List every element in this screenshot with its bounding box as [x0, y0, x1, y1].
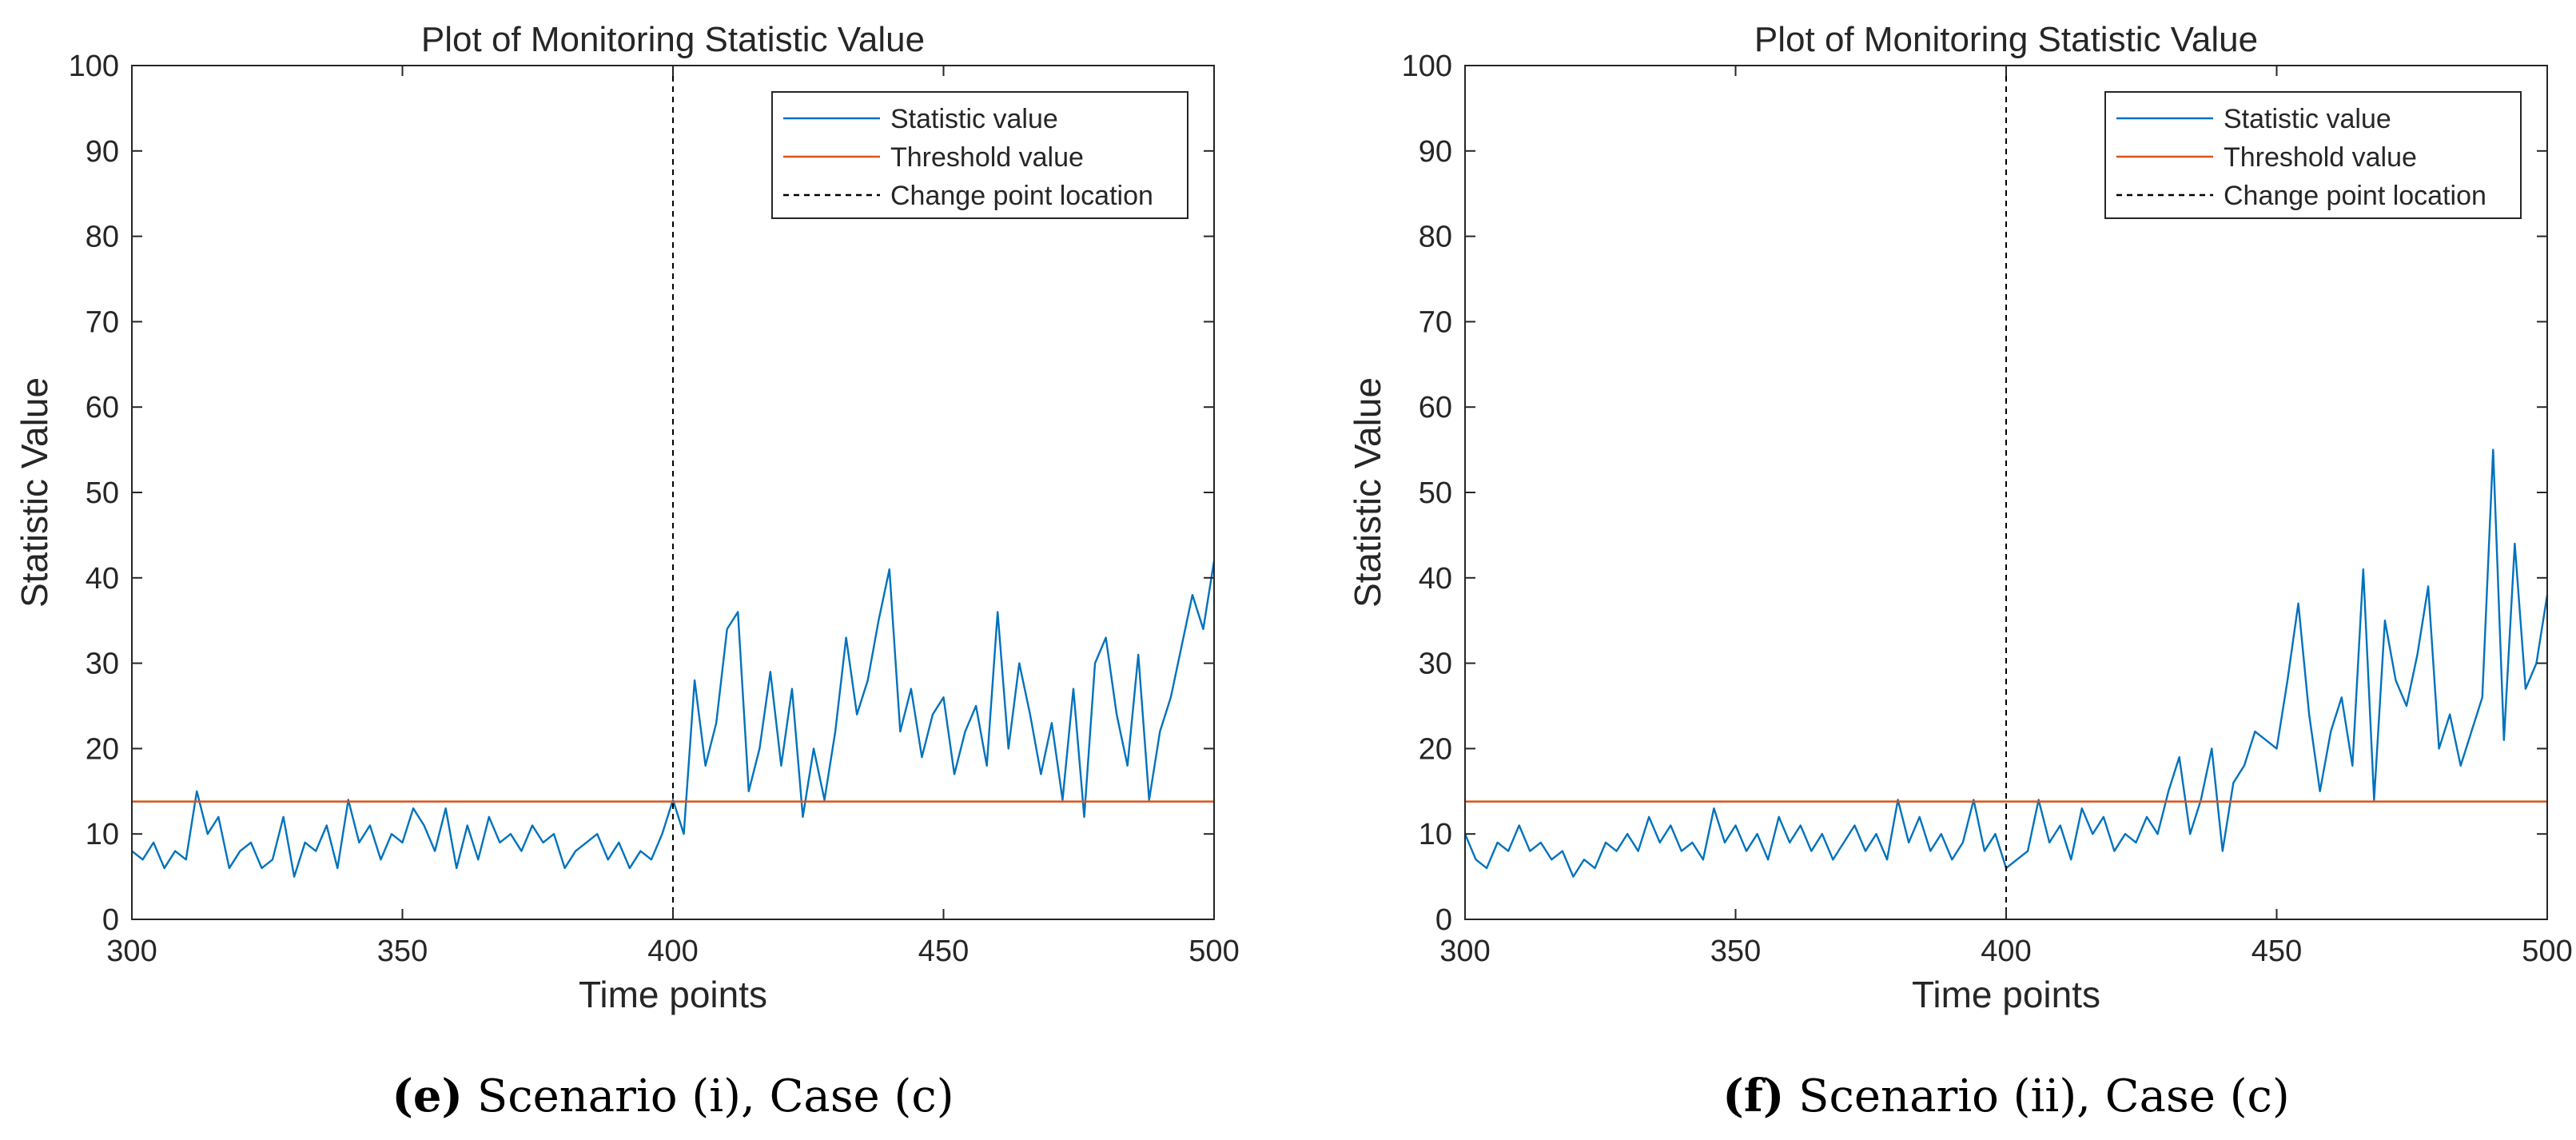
y-tick-label: 100	[1402, 50, 1452, 83]
x-tick-label: 450	[918, 935, 969, 968]
legend-entry-label: Threshold value	[2224, 142, 2417, 173]
y-tick-label: 70	[1419, 305, 1452, 339]
legend: Statistic value Threshold value Change poi…	[2104, 91, 2522, 219]
y-tick-label: 60	[86, 391, 119, 425]
x-tick-label: 300	[1439, 935, 1490, 968]
x-tick-label: 500	[1188, 935, 1239, 968]
x-tick-label: 450	[2252, 935, 2302, 968]
chart-title: Plot of Monitoring Statistic Value	[421, 20, 925, 59]
legend-entry-label: Statistic value	[2224, 104, 2391, 134]
y-tick-label: 40	[1419, 562, 1452, 596]
y-tick-label: 50	[1419, 476, 1452, 510]
y-axis-label: Statistic Value	[14, 377, 55, 608]
chart-scenario-ii: 300 350 400 450 500 0 10 20 30 40 50 60 70 80 90 100 Plo…	[1347, 20, 2573, 1122]
legend-entry-label: Change point location	[2224, 181, 2486, 211]
y-tick-label: 90	[1419, 135, 1452, 169]
y-axis-label: Statistic Value	[1347, 377, 1388, 608]
y-tick-label: 70	[86, 305, 119, 339]
legend-entry-label: Threshold value	[890, 142, 1084, 173]
caption-gap	[1784, 1070, 1798, 1122]
y-tick-label: 0	[1435, 903, 1452, 937]
x-axis-label: Time points	[579, 974, 767, 1015]
y-tick-label: 20	[1419, 732, 1452, 766]
y-tick-label: 40	[86, 562, 119, 596]
figure-caption: (e) Scenario (i), Case (c)	[392, 1070, 954, 1122]
legend-entry-label: Statistic value	[890, 104, 1058, 134]
y-tick-label: 80	[86, 221, 119, 254]
x-tick-label: 500	[2522, 935, 2572, 968]
x-tick-label: 400	[1981, 935, 2031, 968]
y-tick-label: 80	[1419, 221, 1452, 254]
series-line-statistic-value	[131, 560, 1216, 878]
figure-caption: (f) Scenario (ii), Case (c)	[1722, 1070, 2290, 1122]
x-tick-label: 350	[1710, 935, 1761, 968]
y-tick-label: 10	[86, 818, 119, 851]
chart-title: Plot of Monitoring Statistic Value	[1754, 20, 2258, 59]
y-tick-label: 0	[102, 903, 119, 937]
y-tick-label: 50	[86, 476, 119, 510]
y-tick-label: 20	[86, 732, 119, 766]
legend: Statistic value Threshold value Change poi…	[771, 91, 1188, 219]
y-tick-label: 90	[86, 135, 119, 169]
y-tick-label: 10	[1419, 818, 1452, 851]
caption-text: Scenario (i), Case (c)	[477, 1070, 954, 1122]
chart-scenario-i: 300 350 400 450 500 0 10 20 30 40 50 60 70 80 90 100 Plo…	[14, 20, 1240, 1122]
y-tick-label: 30	[86, 648, 119, 681]
y-tick-label: 30	[1419, 648, 1452, 681]
caption-text: Scenario (ii), Case (c)	[1798, 1070, 2290, 1122]
legend-entry-label: Change point location	[890, 181, 1153, 211]
y-tick-label: 100	[69, 50, 119, 83]
x-axis-label: Time points	[1912, 974, 2100, 1015]
caption-letter: (e)	[392, 1070, 463, 1122]
x-tick-label: 400	[647, 935, 698, 968]
legend-box	[771, 91, 1188, 219]
x-tick-label: 350	[377, 935, 428, 968]
y-tick-label: 60	[1419, 391, 1452, 425]
caption-letter: (f)	[1722, 1070, 1784, 1122]
legend-box	[2104, 91, 2522, 219]
caption-gap	[463, 1070, 477, 1122]
x-tick-label: 300	[106, 935, 157, 968]
